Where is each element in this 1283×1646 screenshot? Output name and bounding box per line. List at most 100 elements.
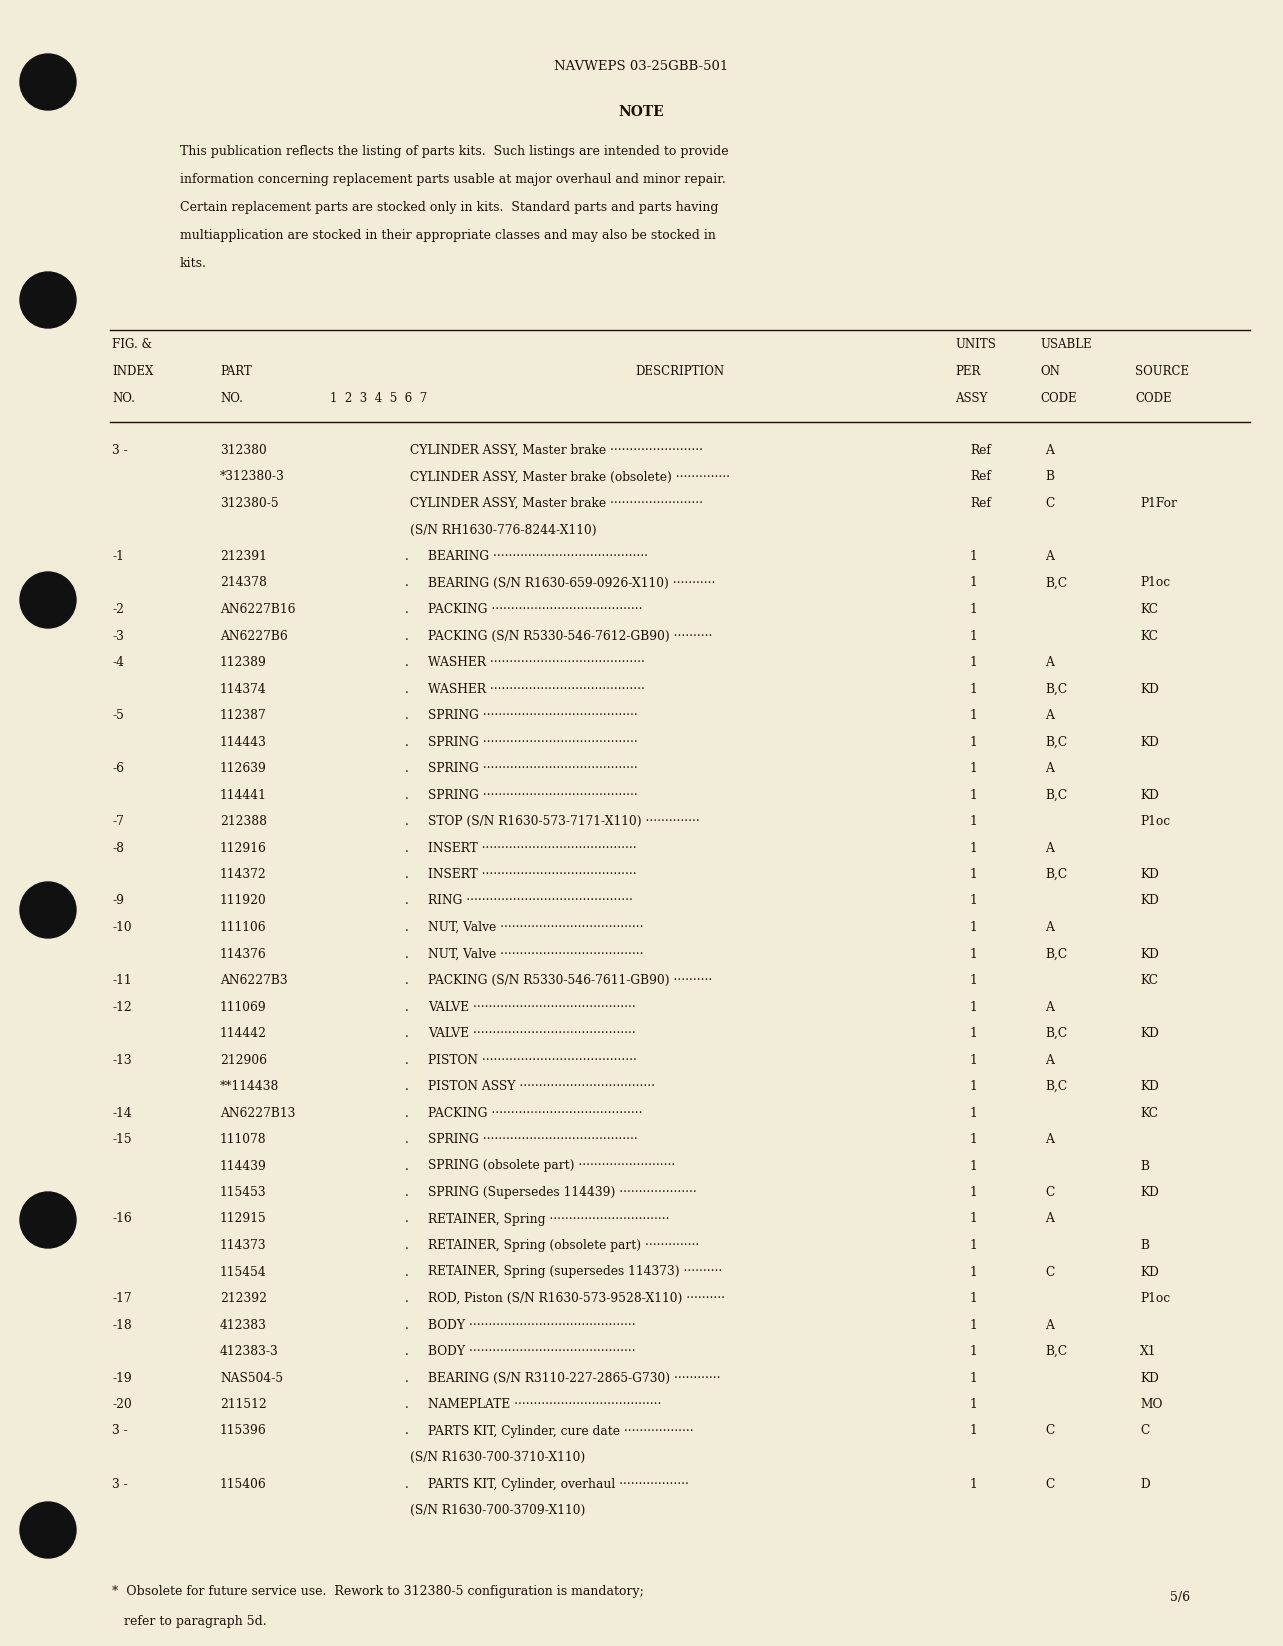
Text: ROD, Piston (S/N R1630-573-9528-X110) ··········: ROD, Piston (S/N R1630-573-9528-X110) ··…: [429, 1292, 725, 1305]
Text: 1: 1: [970, 1266, 978, 1279]
Text: NUT, Valve ·····································: NUT, Valve ·····························…: [429, 948, 644, 961]
Text: NO.: NO.: [219, 392, 242, 405]
Text: 114376: 114376: [219, 948, 267, 961]
Text: C: C: [1044, 1187, 1055, 1198]
Text: A: A: [1044, 922, 1053, 933]
Circle shape: [21, 54, 76, 110]
Text: C: C: [1044, 497, 1055, 510]
Text: .: .: [405, 1187, 409, 1198]
Text: Certain replacement parts are stocked only in kits.  Standard parts and parts ha: Certain replacement parts are stocked on…: [180, 201, 718, 214]
Text: RETAINER, Spring ·······························: RETAINER, Spring ·······················…: [429, 1213, 670, 1226]
Text: refer to paragraph 5d.: refer to paragraph 5d.: [112, 1615, 267, 1628]
Text: .: .: [405, 1478, 409, 1491]
Text: 115406: 115406: [219, 1478, 267, 1491]
Text: .: .: [405, 1266, 409, 1279]
Text: CYLINDER ASSY, Master brake ························: CYLINDER ASSY, Master brake ············…: [411, 497, 703, 510]
Text: 111920: 111920: [219, 894, 267, 907]
Text: B,C: B,C: [1044, 788, 1067, 802]
Text: C: C: [1044, 1266, 1055, 1279]
Circle shape: [21, 1503, 76, 1559]
Text: 1: 1: [970, 1397, 978, 1411]
Text: MO: MO: [1141, 1397, 1162, 1411]
Text: A: A: [1044, 1213, 1053, 1226]
Text: KD: KD: [1141, 736, 1159, 749]
Circle shape: [21, 573, 76, 629]
Text: .: .: [405, 709, 409, 723]
Text: PISTON ASSY ···································: PISTON ASSY ····························…: [429, 1080, 656, 1093]
Text: AN6227B13: AN6227B13: [219, 1106, 295, 1119]
Text: 214378: 214378: [219, 576, 267, 589]
Text: .: .: [405, 576, 409, 589]
Text: .: .: [405, 629, 409, 642]
Text: 1: 1: [970, 788, 978, 802]
Text: 1: 1: [970, 602, 978, 616]
Text: .: .: [405, 1159, 409, 1172]
Text: BEARING ········································: BEARING ································…: [429, 550, 648, 563]
Text: A: A: [1044, 841, 1053, 854]
Text: BEARING (S/N R3110-227-2865-G730) ············: BEARING (S/N R3110-227-2865-G730) ······…: [429, 1371, 721, 1384]
Text: KC: KC: [1141, 974, 1159, 988]
Text: 212392: 212392: [219, 1292, 267, 1305]
Text: PACKING (S/N R5330-546-7611-GB90) ··········: PACKING (S/N R5330-546-7611-GB90) ······…: [429, 974, 712, 988]
Text: 114374: 114374: [219, 683, 267, 696]
Text: P1oc: P1oc: [1141, 1292, 1170, 1305]
Text: BEARING (S/N R1630-659-0926-X110) ···········: BEARING (S/N R1630-659-0926-X110) ······…: [429, 576, 716, 589]
Text: B,C: B,C: [1044, 1080, 1067, 1093]
Text: 1: 1: [970, 762, 978, 775]
Text: KD: KD: [1141, 867, 1159, 881]
Text: VALVE ··········································: VALVE ··································…: [429, 1001, 636, 1014]
Text: .: .: [405, 1424, 409, 1437]
Text: KD: KD: [1141, 894, 1159, 907]
Text: 112387: 112387: [219, 709, 267, 723]
Text: -20: -20: [112, 1397, 132, 1411]
Text: PARTS KIT, Cylinder, overhaul ··················: PARTS KIT, Cylinder, overhaul ··········…: [429, 1478, 689, 1491]
Text: -10: -10: [112, 922, 132, 933]
Text: 1: 1: [970, 1027, 978, 1040]
Text: -19: -19: [112, 1371, 132, 1384]
Text: X1: X1: [1141, 1345, 1156, 1358]
Text: INSERT ········································: INSERT ·································…: [429, 841, 636, 854]
Text: 115453: 115453: [219, 1187, 267, 1198]
Text: 211512: 211512: [219, 1397, 267, 1411]
Text: 1: 1: [970, 1106, 978, 1119]
Text: SPRING ········································: SPRING ·································…: [429, 709, 638, 723]
Text: SPRING (Supersedes 114439) ····················: SPRING (Supersedes 114439) ·············…: [429, 1187, 697, 1198]
Text: .: .: [405, 736, 409, 749]
Text: .: .: [405, 762, 409, 775]
Text: NO.: NO.: [112, 392, 135, 405]
Text: -18: -18: [112, 1318, 132, 1332]
Text: Ref: Ref: [970, 471, 990, 484]
Text: 312380-5: 312380-5: [219, 497, 278, 510]
Text: 114372: 114372: [219, 867, 267, 881]
Text: .: .: [405, 815, 409, 828]
Text: .: .: [405, 1053, 409, 1067]
Text: 1: 1: [970, 1239, 978, 1253]
Text: information concerning replacement parts usable at major overhaul and minor repa: information concerning replacement parts…: [180, 173, 726, 186]
Text: CODE: CODE: [1041, 392, 1076, 405]
Text: 1  2  3  4  5  6  7: 1 2 3 4 5 6 7: [330, 392, 427, 405]
Text: .: .: [405, 841, 409, 854]
Text: .: .: [405, 894, 409, 907]
Text: SPRING ········································: SPRING ·································…: [429, 788, 638, 802]
Text: .: .: [405, 922, 409, 933]
Text: .: .: [405, 1371, 409, 1384]
Text: .: .: [405, 1397, 409, 1411]
Text: KC: KC: [1141, 602, 1159, 616]
Text: 114442: 114442: [219, 1027, 267, 1040]
Text: -17: -17: [112, 1292, 132, 1305]
Text: BODY ···········································: BODY ···································…: [429, 1318, 635, 1332]
Text: Ref: Ref: [970, 444, 990, 458]
Text: BODY ···········································: BODY ···································…: [429, 1345, 635, 1358]
Text: -15: -15: [112, 1132, 132, 1146]
Text: B: B: [1141, 1159, 1150, 1172]
Text: 112915: 112915: [219, 1213, 267, 1226]
Text: .: .: [405, 1001, 409, 1014]
Text: WASHER ········································: WASHER ·································…: [429, 657, 645, 668]
Text: P1oc: P1oc: [1141, 576, 1170, 589]
Text: KC: KC: [1141, 1106, 1159, 1119]
Text: This publication reflects the listing of parts kits.  Such listings are intended: This publication reflects the listing of…: [180, 145, 729, 158]
Text: CODE: CODE: [1135, 392, 1171, 405]
Text: SPRING (obsolete part) ·························: SPRING (obsolete part) ·················…: [429, 1159, 675, 1172]
Text: 412383: 412383: [219, 1318, 267, 1332]
Text: KD: KD: [1141, 948, 1159, 961]
